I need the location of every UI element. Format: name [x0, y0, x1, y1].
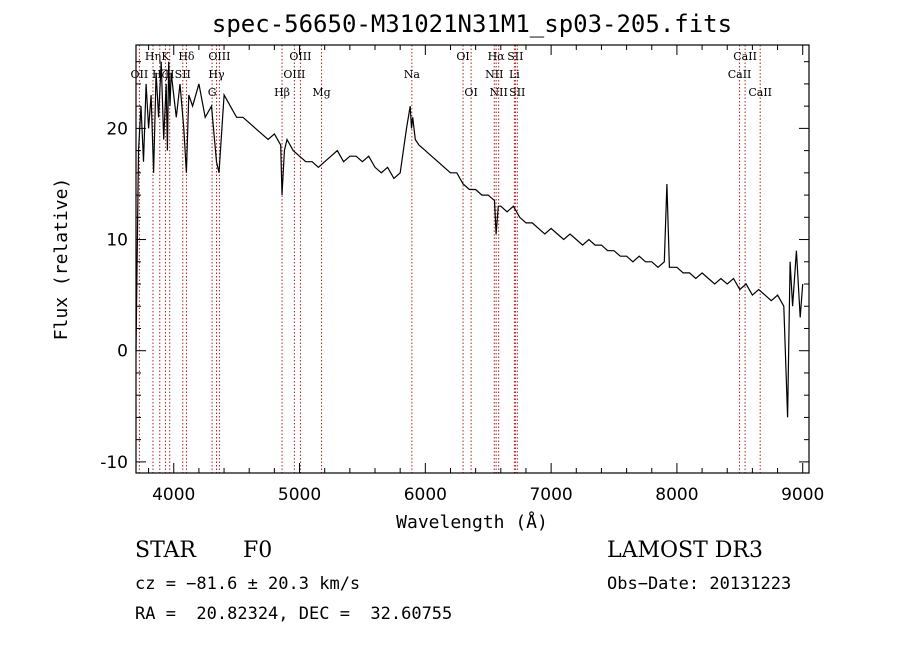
x-tick-label-5: 9000 — [781, 485, 824, 505]
y-tick-label-2: 10 — [106, 231, 128, 251]
y-tick-label-0: -10 — [100, 453, 128, 473]
x-tick-label-0: 4000 — [152, 485, 195, 505]
redshift-cz: cz = −81.6 ± 20.3 km/s — [135, 574, 361, 594]
line-label-15: OI — [456, 50, 469, 63]
line-label-7: OIII — [208, 50, 230, 63]
line-label-5: Hδ — [178, 50, 195, 63]
y-tick-label-3: 20 — [106, 119, 128, 139]
line-label-25: CaII — [748, 86, 772, 99]
line-label-1: Hη — [145, 50, 161, 63]
y-tick-label-1: 0 — [117, 342, 128, 362]
x-ticks: 4000 5000 6000 7000 8000 9000 — [148, 45, 824, 505]
x-tick-label-4: 8000 — [655, 485, 698, 505]
line-label-6: SII — [175, 68, 191, 81]
x-tick-label-1: 5000 — [278, 485, 321, 505]
line-label-8: Hγ — [208, 68, 225, 81]
line-label-3: K — [161, 50, 170, 63]
line-label-17: NII — [485, 68, 503, 81]
obs-date: Obs−Date: 20131223 — [607, 574, 792, 594]
line-label-21: SII — [507, 50, 523, 63]
line-label-20: Li — [509, 68, 520, 81]
x-tick-label-3: 7000 — [529, 485, 572, 505]
x-tick-label-2: 6000 — [404, 485, 447, 505]
line-label-11: OIII — [283, 68, 305, 81]
line-label-14: Na — [404, 68, 421, 81]
line-label-4: H — [165, 68, 175, 81]
coordinates: RA = 20.82324, DEC = 32.60755 — [135, 604, 453, 624]
line-label-18: Hα — [488, 50, 506, 63]
line-label-22: SII — [509, 86, 525, 99]
line-label-19: NII — [490, 86, 508, 99]
survey-name: LAMOST DR3 — [607, 538, 763, 563]
line-label-24: CaII — [733, 50, 757, 63]
object-subclass: F0 — [243, 538, 273, 563]
y-axis-label: Flux (relative) — [51, 178, 72, 341]
spectrum-series-line — [135, 61, 804, 418]
x-axis-label: Wavelength (Å) — [396, 511, 548, 533]
emission-lines-layer — [138, 45, 761, 473]
line-label-9: G — [208, 86, 217, 99]
chart-title: spec-56650-M31021N31M1_sp03-205.fits — [212, 10, 732, 38]
object-class: STAR — [135, 538, 196, 563]
line-label-12: OIII — [289, 50, 311, 63]
line-label-13: Mg — [312, 86, 330, 99]
line-label-23: CaII — [728, 68, 752, 81]
plot-frame — [135, 44, 810, 474]
line-label-16: OI — [464, 86, 477, 99]
line-label-10: Hβ — [274, 86, 290, 99]
line-label-0: OII — [131, 68, 149, 81]
y-ticks: -10 0 10 20 — [100, 61, 809, 473]
